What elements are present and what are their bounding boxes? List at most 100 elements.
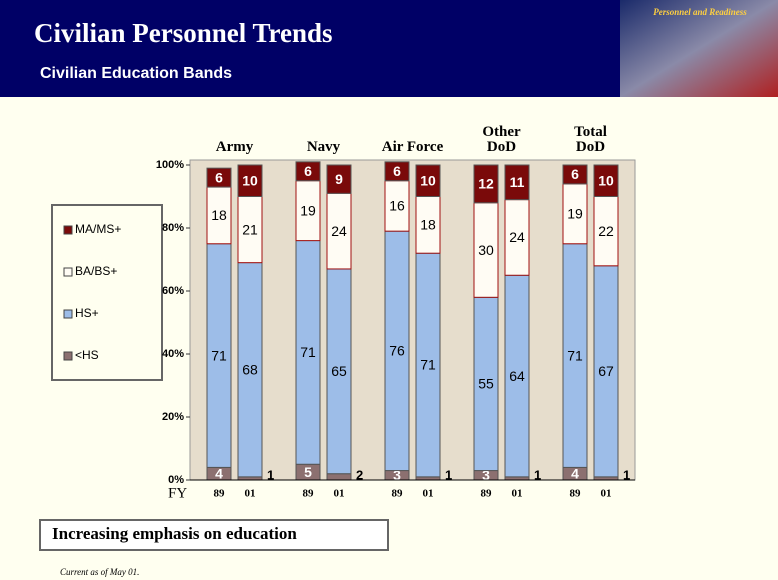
data-label: 3 xyxy=(482,467,490,483)
data-label: 71 xyxy=(420,357,436,373)
bar-segment xyxy=(206,243,232,468)
data-label: 1 xyxy=(267,467,274,482)
x-tick-label: 89 xyxy=(481,488,493,500)
footnote: Current as of May 01. xyxy=(60,567,139,577)
data-label: 71 xyxy=(300,344,316,360)
bar-segment xyxy=(326,268,352,475)
data-label: 22 xyxy=(598,223,614,239)
bar-segment xyxy=(562,243,588,468)
title: Civilian Personnel Trends xyxy=(34,18,333,48)
x-axis-label: FY xyxy=(168,485,187,501)
bar-segment xyxy=(326,164,352,194)
bar-segment xyxy=(295,180,321,242)
y-tick-label: 80% xyxy=(162,222,184,234)
data-label: 65 xyxy=(331,363,347,379)
legend-label: <HS xyxy=(75,348,99,362)
legend-label: HS+ xyxy=(75,306,99,320)
x-tick-label: 01 xyxy=(334,488,345,500)
data-label: 6 xyxy=(304,163,312,179)
x-tick-label: 89 xyxy=(214,488,226,500)
group-label: Other DoD xyxy=(482,124,521,155)
legend-label: BA/BS+ xyxy=(75,264,117,278)
y-tick-label: 20% xyxy=(162,411,184,423)
bar-segment xyxy=(206,167,232,188)
data-label: 9 xyxy=(335,171,343,187)
data-label: 6 xyxy=(571,166,579,182)
bar-segment xyxy=(237,196,263,264)
bar-segment xyxy=(237,164,263,197)
x-tick-label: 01 xyxy=(601,488,612,500)
legend-swatch xyxy=(63,267,73,277)
bar-segment xyxy=(415,252,441,478)
callout: Increasing emphasis on education xyxy=(52,524,297,543)
data-label: 21 xyxy=(242,221,258,237)
bar-segment xyxy=(473,296,499,472)
bar-segment xyxy=(593,196,619,267)
data-label: 10 xyxy=(598,172,614,188)
bar-segment xyxy=(504,164,530,201)
data-label: 6 xyxy=(393,163,401,179)
data-label: 19 xyxy=(300,202,316,218)
callout-box xyxy=(39,519,389,551)
data-label: 71 xyxy=(567,347,583,363)
data-label: 18 xyxy=(420,217,436,233)
data-label: 10 xyxy=(420,172,436,188)
bar-segment xyxy=(562,164,588,185)
data-label: 71 xyxy=(211,347,227,363)
legend-swatch xyxy=(63,225,73,235)
y-tick-label: 100% xyxy=(156,159,184,171)
bar-segment xyxy=(415,196,441,254)
bar-segment xyxy=(504,199,530,276)
data-label: 11 xyxy=(510,174,525,190)
x-tick-label: 89 xyxy=(392,488,404,500)
data-label: 64 xyxy=(509,368,525,384)
data-label: 12 xyxy=(478,176,494,192)
bar-segment xyxy=(473,164,499,204)
bar-segment xyxy=(295,161,321,182)
data-label: 6 xyxy=(215,169,223,185)
bar-segment xyxy=(295,240,321,465)
plot-area xyxy=(189,159,636,481)
data-label: 4 xyxy=(215,465,223,481)
data-label: 67 xyxy=(598,363,614,379)
y-tick-label: 60% xyxy=(162,285,184,297)
data-label: 24 xyxy=(509,229,525,245)
data-label: 16 xyxy=(389,198,405,214)
data-label: 3 xyxy=(393,467,401,483)
data-label: 1 xyxy=(445,467,452,482)
data-label: 4 xyxy=(571,465,579,481)
bar-segment xyxy=(593,164,619,197)
logo xyxy=(620,0,778,97)
x-tick-label: 01 xyxy=(423,488,434,500)
x-tick-label: 89 xyxy=(570,488,582,500)
x-tick-label: 89 xyxy=(303,488,315,500)
data-label: 1 xyxy=(623,467,630,482)
group-label: Total DoD xyxy=(574,124,607,155)
bar-segment xyxy=(593,265,619,478)
group-label: Air Force xyxy=(381,139,444,155)
legend-label: MA/MS+ xyxy=(75,222,121,236)
logo-text: Personnel and Readiness xyxy=(653,7,747,17)
y-tick-label: 0% xyxy=(168,474,184,486)
data-label: 5 xyxy=(304,464,312,480)
subtitle: Civilian Education Bands xyxy=(40,65,232,82)
legend-swatch xyxy=(63,309,73,319)
x-tick-label: 01 xyxy=(245,488,256,500)
legend-swatch xyxy=(63,351,73,361)
data-label: 19 xyxy=(567,206,583,222)
group-label: Army xyxy=(215,139,254,155)
data-label: 30 xyxy=(478,242,494,258)
bar-segment xyxy=(384,180,410,232)
data-label: 24 xyxy=(331,223,347,239)
group-label: Navy xyxy=(306,139,341,155)
legend xyxy=(51,204,163,381)
data-label: 18 xyxy=(211,207,227,223)
data-label: 55 xyxy=(478,376,494,392)
y-tick-label: 40% xyxy=(162,348,184,360)
data-label: 76 xyxy=(389,343,405,359)
bar-segment xyxy=(326,192,352,270)
bar-segment xyxy=(473,202,499,298)
data-label: 68 xyxy=(242,361,258,377)
data-label: 2 xyxy=(356,467,363,482)
